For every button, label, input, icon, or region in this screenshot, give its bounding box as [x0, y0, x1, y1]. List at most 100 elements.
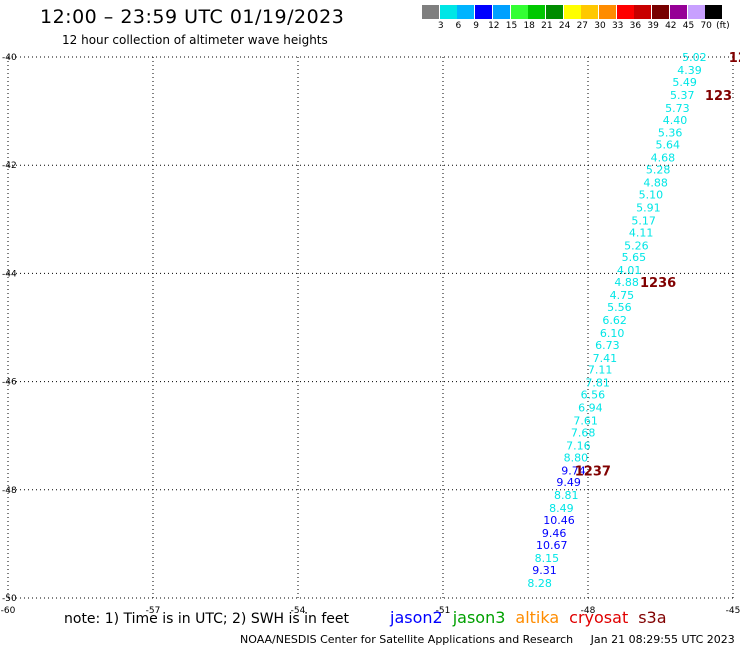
legend-swatch	[439, 5, 457, 19]
legend-tick-label: 24	[558, 21, 571, 31]
legend-unit: (ft)	[716, 21, 730, 31]
chart-subtitle: 12 hour collection of altimeter wave hei…	[62, 33, 328, 47]
generated-timestamp: Jan 21 08:29:55 UTC 2023	[590, 633, 735, 646]
swh-value-label: 5.73	[665, 102, 690, 115]
legend-swatch	[492, 5, 510, 19]
swh-value-label: 4.68	[651, 152, 676, 165]
legend-swatch	[545, 5, 563, 19]
legend-tick-label: 36	[629, 21, 642, 31]
y-tick-label: -46	[2, 378, 17, 388]
legend-tick-label: 70	[700, 21, 712, 31]
legend-swatch	[528, 5, 546, 19]
y-tick-label: -44	[2, 269, 17, 279]
legend-tick-label: 12	[488, 21, 500, 31]
legend-tick-label: 15	[505, 21, 518, 31]
time-label: 12	[729, 51, 740, 66]
time-label: 123	[705, 89, 732, 104]
credit-line: NOAA/NESDIS Center for Satellite Applica…	[240, 633, 735, 646]
swh-value-label: 4.75	[610, 289, 635, 302]
swh-value-label: 5.37	[670, 89, 695, 102]
swh-value-label: 7.41	[593, 352, 618, 365]
swh-value-label: 6.56	[581, 389, 606, 402]
legend-tick-label: 21	[541, 21, 553, 31]
time-label: 1237	[575, 464, 611, 479]
swh-value-label: 5.65	[622, 251, 647, 264]
credit-text: NOAA/NESDIS Center for Satellite Applica…	[240, 633, 574, 646]
swh-value-label: 8.28	[527, 577, 552, 590]
legend-tick-label: 45	[682, 21, 695, 31]
swh-value-label: 5.36	[658, 127, 683, 140]
legend-tick-label: 27	[576, 21, 589, 31]
y-tick-label: -50	[2, 594, 17, 604]
swh-value-label: 8.80	[564, 451, 589, 464]
swh-value-label: 5.02	[682, 51, 707, 64]
satellite-cryosat: cryosat	[569, 608, 629, 627]
swh-value-label: 5.49	[672, 76, 697, 89]
x-tick-label: -54	[291, 606, 306, 616]
legend-tick-label: 42	[665, 21, 677, 31]
swh-value-label: 7.68	[571, 426, 596, 439]
y-tick-label: -40	[2, 53, 17, 63]
y-tick-label: -42	[2, 161, 17, 171]
swh-value-label: 9.46	[542, 527, 567, 540]
satellite-jason3: jason3	[452, 608, 506, 627]
swh-value-label: 6.62	[602, 314, 627, 327]
swh-value-label: 4.88	[614, 276, 639, 289]
satellite-altika: altika	[515, 608, 560, 627]
x-tick-label: -45	[726, 606, 740, 616]
swh-value-label: 8.81	[554, 489, 579, 502]
legend-swatch	[510, 5, 528, 19]
legend-swatch	[652, 5, 670, 19]
swh-value-label: 5.28	[646, 164, 671, 177]
swh-value-label: 5.56	[607, 301, 632, 314]
y-tick-label: -48	[2, 486, 17, 496]
satellite-legend: jason2 jason3 altika cryosat s3a	[390, 608, 677, 627]
legend-swatch	[475, 5, 493, 19]
legend-tick-label: 30	[594, 21, 606, 31]
x-tick-label: -51	[436, 606, 451, 616]
swh-value-label: 4.11	[629, 226, 654, 239]
legend-tick-label: 39	[647, 21, 659, 31]
swh-value-label: 4.88	[643, 177, 668, 190]
legend-swatch	[687, 5, 705, 19]
legend-swatch	[581, 5, 599, 19]
swh-value-label: 5.64	[656, 139, 681, 152]
swh-value-label: 5.17	[631, 214, 656, 227]
footnote: note: 1) Time is in UTC; 2) SWH is in fe…	[64, 611, 350, 627]
legend-swatch	[563, 5, 581, 19]
swh-value-label: 8.49	[549, 502, 574, 515]
satellite-s3a: s3a	[638, 608, 667, 627]
swh-value-label: 6.94	[578, 402, 603, 415]
swh-value-label: 7.11	[588, 364, 613, 377]
legend-swatch	[705, 5, 723, 19]
swh-value-label: 4.39	[677, 64, 702, 77]
swh-value-label: 7.61	[573, 415, 598, 428]
swh-value-label: 8.15	[535, 552, 560, 565]
legend-tick-label: 3	[437, 21, 444, 31]
legend-tick-label: 33	[611, 21, 624, 31]
swh-value-label: 10.46	[543, 514, 575, 527]
legend-tick-label: 6	[455, 21, 462, 31]
x-tick-label: -60	[1, 606, 16, 616]
chart-title: 12:00 – 23:59 UTC 01/19/2023	[40, 6, 345, 28]
legend-tick-label: 9	[473, 21, 479, 31]
swh-value-label: 6.73	[595, 339, 620, 352]
swh-value-label: 5.26	[624, 239, 649, 252]
swh-value-label: 7.81	[585, 377, 610, 390]
swh-value-label: 4.40	[663, 114, 688, 127]
swh-value-label: 9.74	[561, 464, 586, 477]
swh-value-label: 9.31	[532, 564, 557, 577]
swh-value-label: 5.10	[639, 188, 664, 201]
swh-value-label: 9.49	[556, 476, 581, 489]
legend-swatch	[634, 5, 652, 19]
legend-swatch	[669, 5, 687, 19]
swh-value-label: 5.91	[636, 201, 661, 214]
time-label: 1236	[640, 276, 676, 291]
x-tick-label: -48	[581, 606, 596, 616]
swh-value-label: 6.10	[600, 327, 625, 340]
satellite-jason2: jason2	[390, 608, 443, 627]
swh-value-label: 4.01	[617, 264, 642, 277]
legend-swatch	[422, 5, 439, 19]
legend-swatch	[616, 5, 634, 19]
